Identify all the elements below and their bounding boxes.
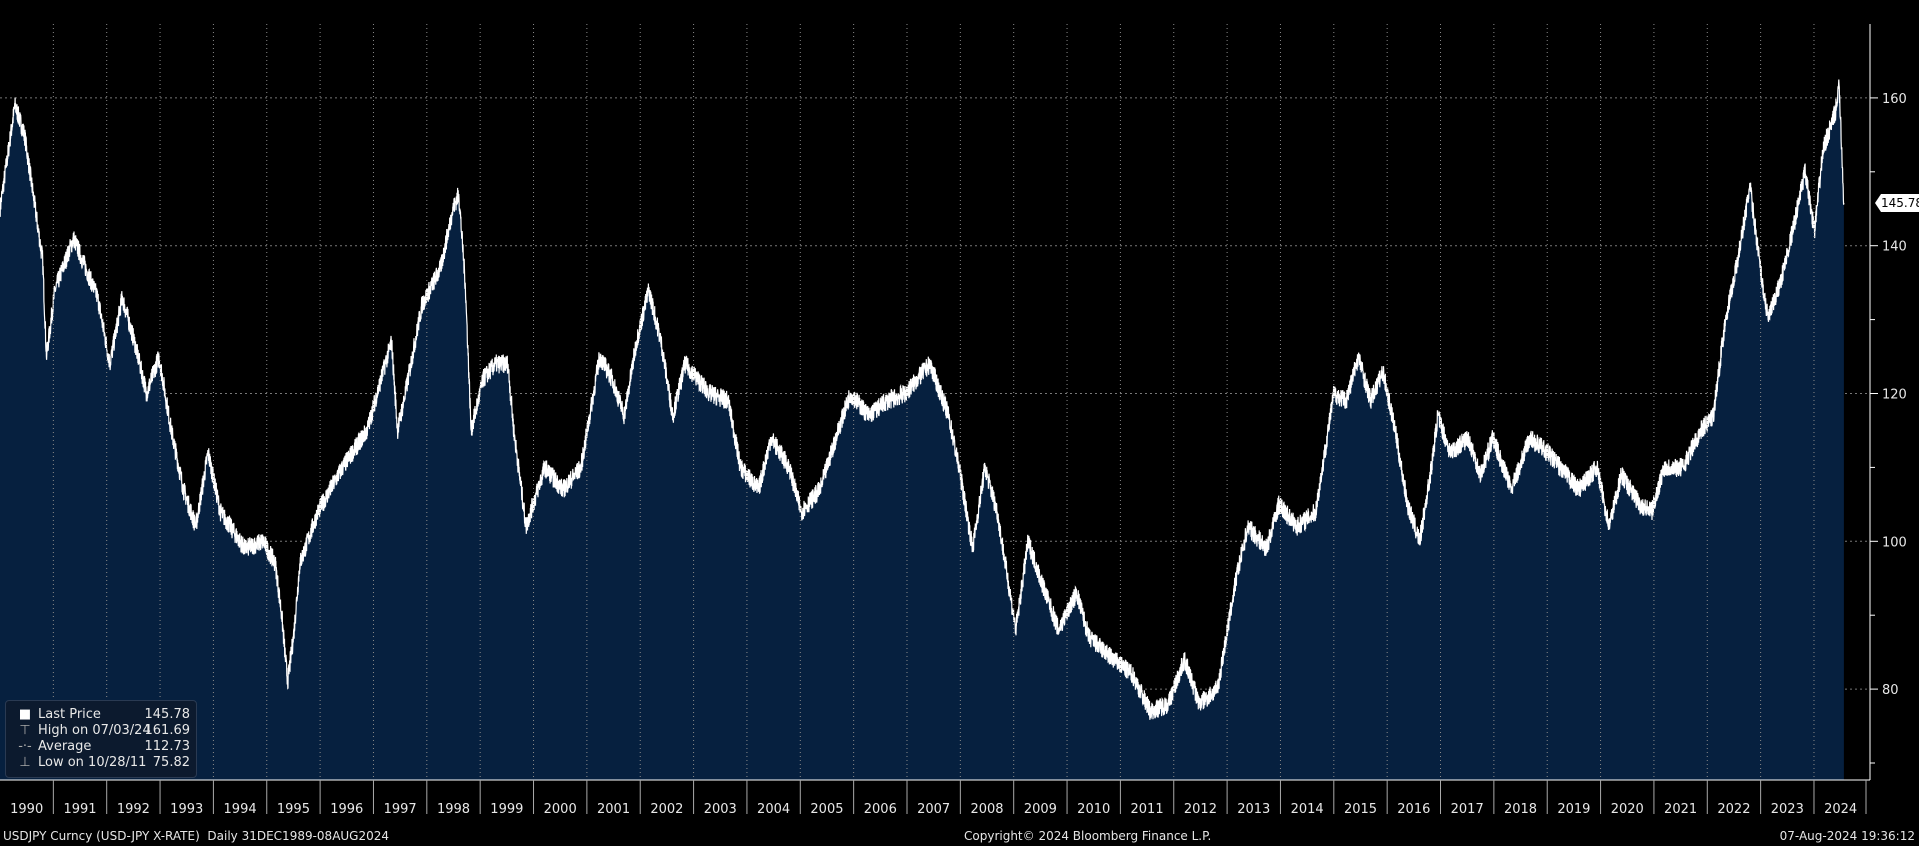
year-label: 2006 bbox=[864, 802, 897, 817]
year-label: 2011 bbox=[1131, 802, 1164, 817]
y-axis-ticks: 80 100 120 140 160 bbox=[1870, 92, 1907, 764]
year-label: 2008 bbox=[970, 802, 1003, 817]
legend-value: 75.82 bbox=[152, 755, 190, 770]
year-label: 2010 bbox=[1077, 802, 1110, 817]
year-label: 1994 bbox=[224, 802, 257, 817]
security-description: USDJPY Curncy (USD-JPY X-RATE) Daily 31D… bbox=[3, 829, 390, 843]
year-label: 2024 bbox=[1824, 802, 1857, 817]
year-label: 1999 bbox=[490, 802, 523, 817]
average-line-icon: -·- bbox=[18, 739, 32, 754]
legend[interactable]: ■ Last Price 145.78 ⊤ High on 07/03/24 1… bbox=[5, 700, 197, 778]
year-label: 2002 bbox=[650, 802, 683, 817]
year-label: 2012 bbox=[1184, 802, 1217, 817]
y-tick-label: 120 bbox=[1882, 388, 1907, 403]
legend-value: 161.69 bbox=[144, 723, 191, 738]
white-square-icon: ■ bbox=[18, 707, 32, 722]
year-label: 1995 bbox=[277, 802, 310, 817]
year-label: 2016 bbox=[1397, 802, 1430, 817]
legend-label: Low on 10/28/11 bbox=[38, 755, 147, 770]
year-label: 2023 bbox=[1771, 802, 1804, 817]
legend-label: Last Price bbox=[38, 707, 101, 722]
year-label: 2022 bbox=[1717, 802, 1750, 817]
year-label: 1990 bbox=[10, 802, 43, 817]
price-area bbox=[0, 79, 1844, 780]
low-marker-icon: ⊥ bbox=[19, 755, 31, 770]
year-label: 2020 bbox=[1611, 802, 1644, 817]
year-label: 1997 bbox=[384, 802, 417, 817]
year-label: 2001 bbox=[597, 802, 630, 817]
year-label: 2018 bbox=[1504, 802, 1537, 817]
y-tick-label: 160 bbox=[1882, 92, 1907, 107]
price-line bbox=[0, 79, 1845, 720]
year-label: 2007 bbox=[917, 802, 950, 817]
year-label: 2021 bbox=[1664, 802, 1697, 817]
legend-label: Average bbox=[38, 739, 92, 754]
year-label: 2004 bbox=[757, 802, 790, 817]
x-axis-year-labels: 1990 1991 1992 1993 1994 1995 1996 1997 1998 1999… bbox=[10, 780, 1867, 817]
year-label: 2015 bbox=[1344, 802, 1377, 817]
year-label: 2000 bbox=[544, 802, 577, 817]
year-label: 2003 bbox=[704, 802, 737, 817]
legend-label: High on 07/03/24 bbox=[38, 723, 151, 738]
year-label: 1992 bbox=[117, 802, 150, 817]
year-label: 2019 bbox=[1557, 802, 1590, 817]
legend-high[interactable]: ⊤ High on 07/03/24 161.69 bbox=[14, 723, 190, 739]
high-marker-icon: ⊤ bbox=[19, 723, 31, 738]
year-label: 1996 bbox=[330, 802, 363, 817]
last-price-marker: 145.78 bbox=[1875, 193, 1919, 212]
legend-low[interactable]: ⊥ Low on 10/28/11 75.82 bbox=[14, 755, 190, 771]
year-label: 1993 bbox=[170, 802, 203, 817]
year-label: 1998 bbox=[437, 802, 470, 817]
legend-average[interactable]: -·- Average 112.73 bbox=[14, 739, 190, 755]
timestamp: 07-Aug-2024 19:36:12 bbox=[1779, 829, 1915, 843]
year-label: 1991 bbox=[63, 802, 96, 817]
year-label: 2013 bbox=[1237, 802, 1270, 817]
year-label: 2005 bbox=[810, 802, 843, 817]
y-tick-label: 100 bbox=[1882, 535, 1907, 550]
year-label: 2009 bbox=[1024, 802, 1057, 817]
y-tick-label: 80 bbox=[1882, 683, 1899, 698]
year-label: 2017 bbox=[1451, 802, 1484, 817]
legend-value: 145.78 bbox=[144, 707, 191, 722]
year-label: 2014 bbox=[1291, 802, 1324, 817]
y-tick-label: 140 bbox=[1882, 240, 1907, 255]
copyright: Copyright© 2024 Bloomberg Finance L.P. bbox=[964, 829, 1212, 843]
legend-value: 112.73 bbox=[144, 739, 191, 754]
legend-last-price[interactable]: ■ Last Price 145.78 bbox=[14, 707, 190, 723]
